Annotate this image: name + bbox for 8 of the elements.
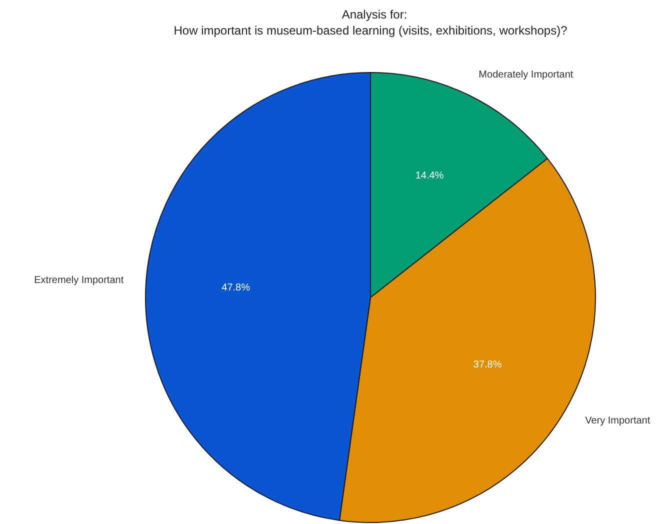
chart-subtitle: How important is museum-based learning (visits, exhibitions, workshops)? [174, 24, 568, 38]
data-label: 37.8% [473, 359, 502, 370]
data-label: 47.8% [222, 282, 250, 294]
slice-label: Very Important [585, 415, 650, 426]
slice-label: Extremely Important [34, 274, 124, 286]
slice-label: Moderately Important [478, 69, 574, 80]
chart-title: Analysis for: [342, 8, 408, 22]
data-label: 14.4% [415, 170, 444, 182]
